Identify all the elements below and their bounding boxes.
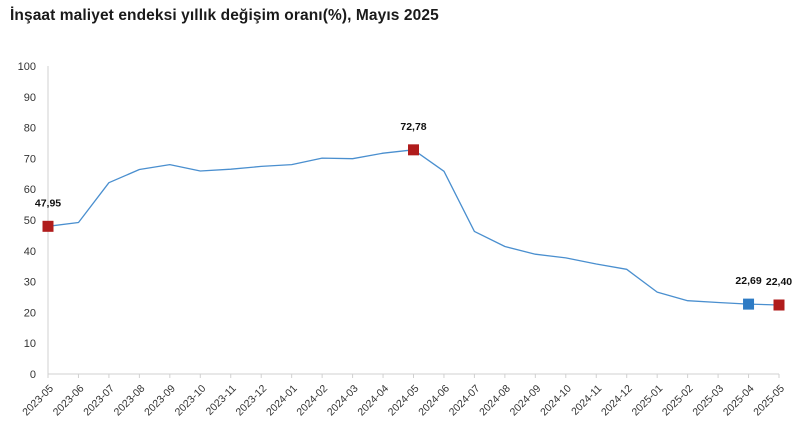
- highlight-marker: [408, 144, 419, 156]
- x-tick-label: 2024-03: [325, 382, 361, 418]
- markers: [42, 144, 785, 311]
- y-tick-labels: 0 10 20 30 40 50 60 70 80 90 100: [18, 61, 36, 381]
- x-tick-label: 2024-07: [447, 382, 483, 418]
- y-tick-label: 20: [24, 307, 36, 319]
- y-tick-label: 40: [24, 246, 36, 258]
- x-tick-label: 2024-08: [477, 382, 513, 418]
- data-label: 22,69: [735, 275, 761, 287]
- x-tick-labels: 2023-052023-062023-072023-082023-092023-…: [20, 374, 787, 418]
- x-tick-label: 2023-10: [173, 382, 209, 418]
- x-tick-label: 2023-09: [142, 382, 178, 418]
- axes: [47, 66, 779, 375]
- chart-title: İnşaat maliyet endeksi yıllık değişim or…: [10, 7, 439, 24]
- data-label: 47,95: [35, 197, 61, 209]
- x-tick-label: 2023-06: [51, 382, 87, 418]
- x-tick-label: 2024-11: [569, 382, 604, 417]
- x-tick-label: 2023-12: [234, 382, 270, 418]
- x-tick-label: 2023-07: [81, 382, 117, 418]
- x-tick-label: 2025-03: [690, 382, 726, 418]
- highlight-marker: [42, 220, 54, 232]
- data-labels: 47,95 72,78 22,69 22,40: [35, 121, 792, 288]
- y-tick-label: 60: [24, 184, 36, 196]
- y-tick-label: 30: [24, 277, 36, 289]
- y-tick-label: 50: [24, 215, 36, 227]
- x-tick-label: 2024-12: [599, 382, 635, 418]
- highlight-marker: [773, 299, 785, 311]
- x-tick-label: 2023-08: [112, 382, 148, 418]
- x-tick-label: 2024-09: [508, 382, 544, 418]
- y-tick-label: 100: [18, 61, 36, 73]
- x-tick-label: 2023-11: [204, 382, 239, 417]
- x-tick-label: 2025-01: [629, 382, 665, 418]
- y-tick-label: 0: [30, 369, 36, 381]
- data-label: 72,78: [400, 121, 426, 133]
- x-tick-label: 2024-01: [264, 382, 300, 418]
- y-tick-label: 10: [24, 338, 36, 350]
- y-tick-label: 70: [24, 153, 36, 165]
- x-tick-label: 2024-05: [386, 382, 422, 418]
- x-tick-label: 2023-05: [20, 382, 56, 418]
- x-tick-label: 2024-10: [538, 382, 574, 418]
- data-label: 22,40: [766, 276, 792, 288]
- x-tick-label: 2024-04: [355, 382, 391, 418]
- x-tick-label: 2025-02: [660, 382, 696, 418]
- y-tick-label: 80: [24, 123, 36, 135]
- x-tick-label: 2024-06: [416, 382, 452, 418]
- highlight-marker: [743, 298, 755, 310]
- series-line: [47, 149, 780, 306]
- x-tick-label: 2025-05: [751, 382, 787, 418]
- series: [47, 149, 780, 306]
- x-tick-label: 2025-04: [721, 382, 757, 418]
- y-tick-label: 90: [24, 92, 36, 104]
- x-tick-label: 2024-02: [294, 382, 330, 418]
